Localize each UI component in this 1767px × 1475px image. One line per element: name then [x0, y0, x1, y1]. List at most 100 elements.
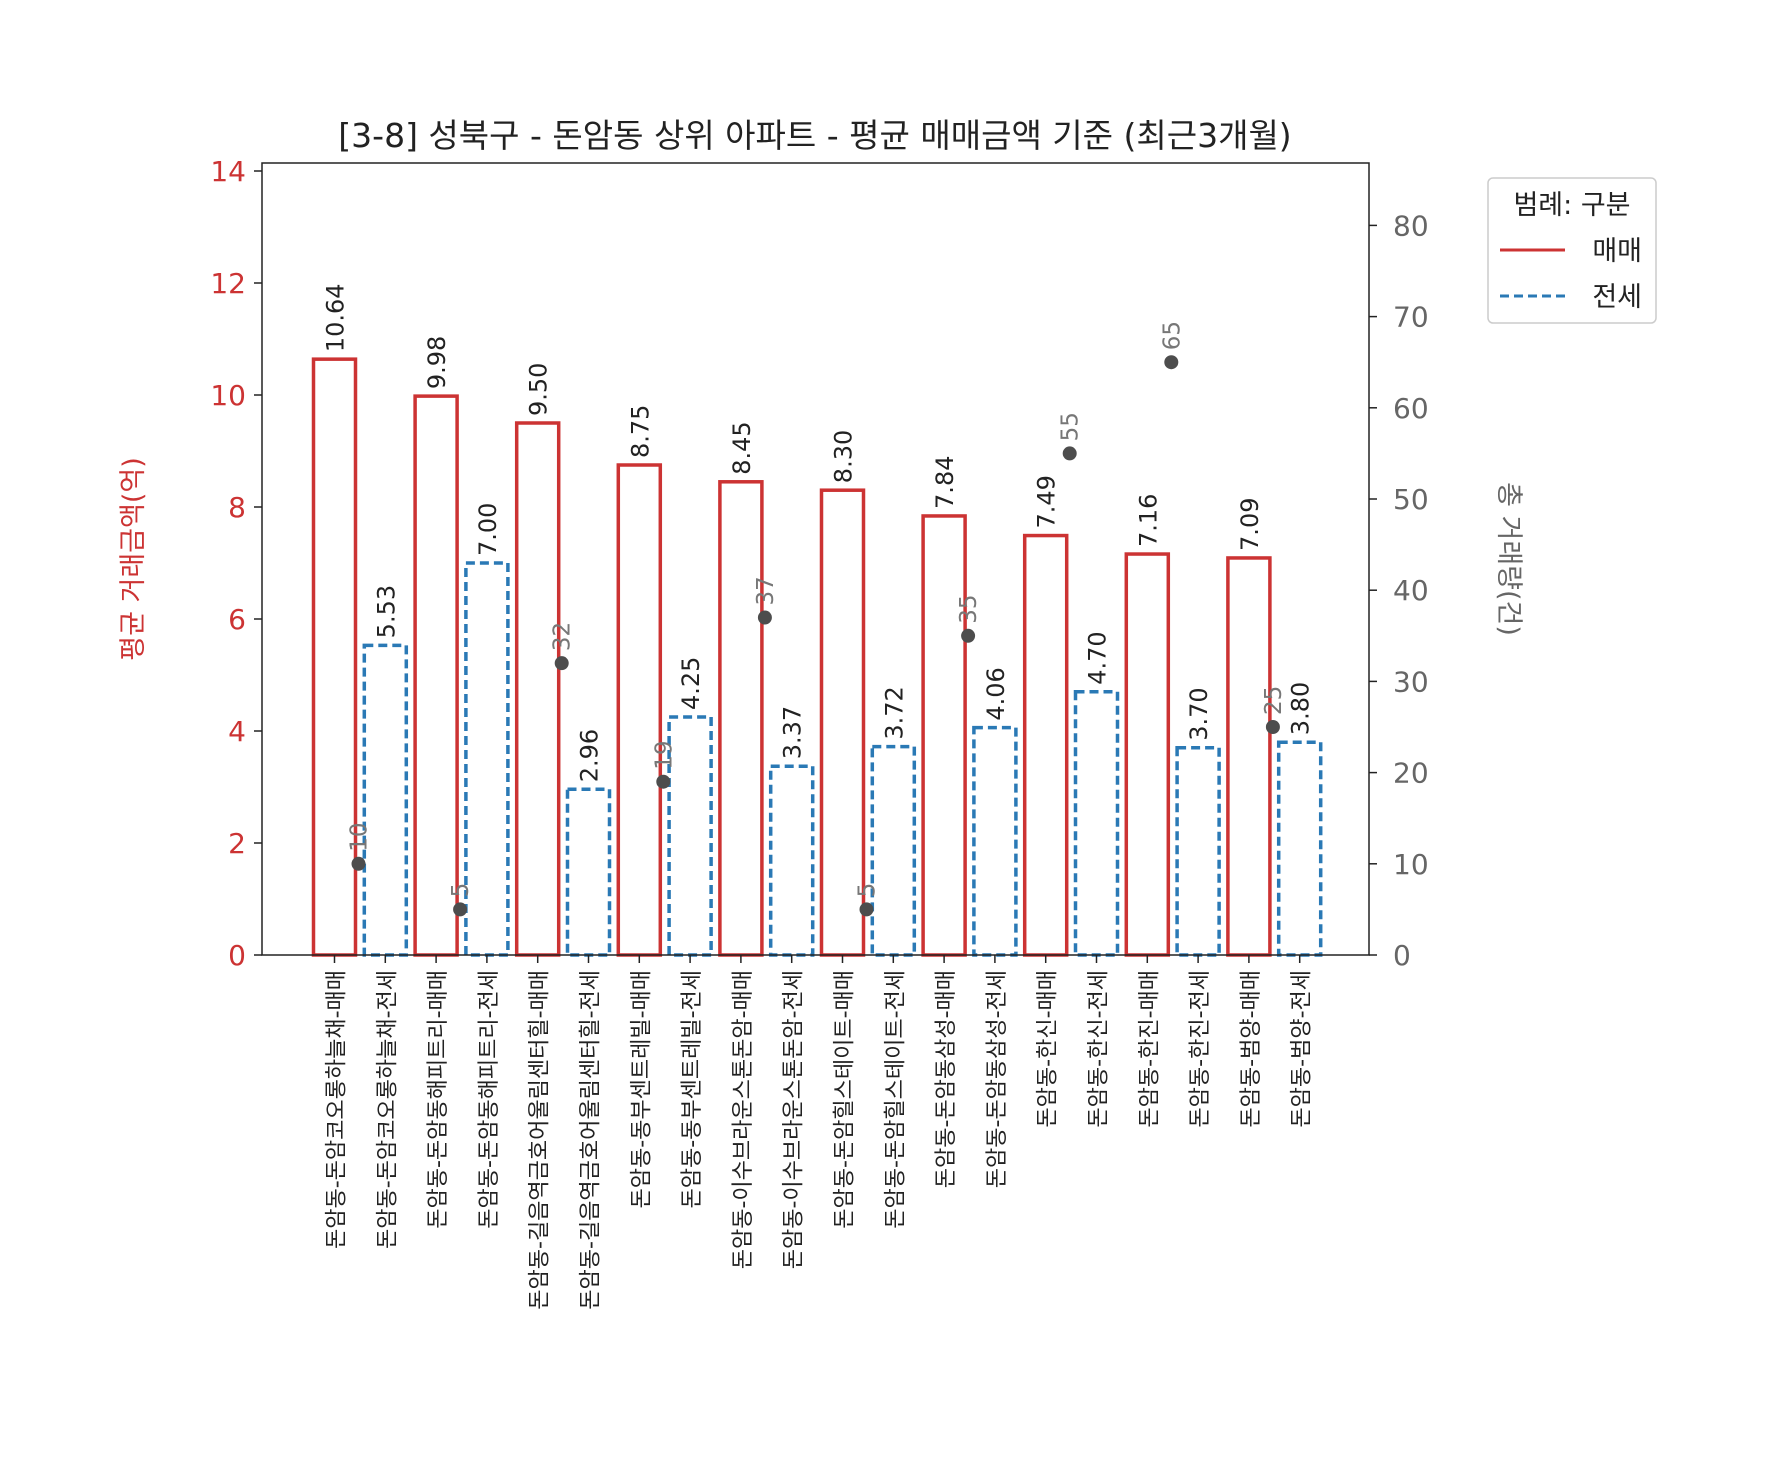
left-tick-label-4: 4	[228, 715, 246, 748]
value-label-7: 4.25	[677, 657, 705, 710]
bar-sale-2	[413, 394, 459, 957]
x-tick-label-8: 돈암동-이수브라운스톤돈암-매매	[731, 970, 756, 1269]
right-axis: 0 10 20 30 40 50 60 70 80	[1369, 209, 1429, 972]
x-tick-label-19: 돈암동-범양-전세	[1290, 970, 1315, 1128]
x-tick-label-2: 돈암동-돈암동해피트리-매매	[426, 970, 451, 1229]
left-tick-label-6: 6	[228, 603, 246, 636]
value-label-0: 10.64	[322, 283, 350, 352]
count-point-14	[1062, 446, 1077, 461]
x-tick-label-5: 돈암동-길음역금호어울림센터힐-전세	[579, 970, 604, 1310]
bar-sale-12	[921, 514, 967, 957]
count-points-layer: 10 5 32 19 37 5 35 55 65 25	[347, 321, 1287, 917]
bar-jeonse-19	[1276, 740, 1323, 957]
value-label-2: 9.98	[423, 336, 451, 389]
x-tick-label-4: 돈암동-길음역금호어울림센터힐-매매	[528, 970, 553, 1310]
bar-sale-6	[616, 463, 663, 957]
value-label-11: 3.72	[880, 686, 908, 739]
value-label-12: 7.84	[931, 456, 959, 509]
legend-box	[1487, 177, 1657, 324]
bar-sale-14	[1022, 533, 1069, 957]
right-tick-label-30: 30	[1393, 665, 1429, 698]
value-label-19: 3.80	[1287, 682, 1315, 735]
x-tick-label-14: 돈암동-한신-매매	[1036, 970, 1061, 1128]
x-tick-label-12: 돈암동-돈암동삼성-매매	[934, 970, 959, 1188]
x-tick-label-10: 돈암동-돈암힐스테이트-매매	[833, 970, 858, 1229]
count-point-6	[656, 774, 671, 789]
left-axis: 0 2 4 6 8 10 12 14	[210, 155, 262, 972]
bar-jeonse-13	[972, 725, 1018, 957]
left-axis-label: 평균 거래금액(억)	[118, 457, 149, 661]
count-label-14: 55	[1058, 412, 1084, 441]
value-label-10: 8.30	[830, 430, 858, 483]
x-tick-label-9: 돈암동-이수브라운스톤돈암-전세	[782, 970, 807, 1269]
right-tick-label-50: 50	[1393, 483, 1429, 516]
count-point-2	[453, 902, 468, 917]
value-label-6: 8.75	[626, 405, 654, 458]
bar-jeonse-5	[565, 787, 612, 957]
x-tick-label-13: 돈암동-돈암동삼성-전세	[985, 970, 1010, 1188]
x-tick-label-3: 돈암동-돈암동해피트리-전세	[477, 970, 502, 1229]
bar-jeonse-15	[1073, 690, 1120, 957]
bar-jeonse-1	[362, 643, 409, 957]
x-tick-label-17: 돈암동-한진-전세	[1188, 970, 1213, 1128]
x-tick-label-16: 돈암동-한진-매매	[1137, 970, 1162, 1128]
count-point-10	[859, 902, 874, 917]
bars-layer	[311, 357, 1323, 957]
plot-frame	[261, 162, 1370, 956]
value-label-8: 8.45	[728, 421, 756, 474]
value-label-16: 7.16	[1134, 494, 1162, 547]
bar-sale-0	[311, 357, 358, 957]
legend: 범례: 구분 매매 전세	[1487, 177, 1657, 324]
bar-jeonse-9	[768, 764, 815, 957]
chart-title: [3-8] 성북구 - 돈암동 상위 아파트 - 평균 매매금액 기준 (최근3…	[338, 116, 1291, 155]
count-label-8: 37	[753, 576, 779, 605]
left-tick-label-12: 12	[210, 267, 246, 300]
count-point-4	[554, 656, 569, 671]
legend-label-jeonse: 전세	[1592, 282, 1642, 313]
count-point-0	[351, 856, 366, 871]
left-tick-label-2: 2	[228, 827, 246, 860]
count-point-18	[1265, 720, 1280, 734]
bar-sale-4	[514, 421, 561, 957]
x-tick-label-6: 돈암동-동부센트레빌-매매	[629, 970, 654, 1209]
count-point-16	[1164, 355, 1179, 370]
count-label-10: 5	[855, 883, 881, 898]
value-label-13: 4.06	[982, 667, 1010, 720]
left-tick-label-0: 0	[228, 939, 246, 972]
x-tick-label-0: 돈암동-돈암코오롱하늘채-매매	[325, 970, 350, 1249]
right-tick-label-20: 20	[1393, 757, 1429, 790]
right-tick-label-80: 80	[1393, 209, 1429, 242]
left-tick-label-10: 10	[210, 379, 246, 412]
bar-jeonse-11	[870, 744, 917, 957]
right-tick-label-60: 60	[1393, 392, 1429, 425]
value-label-18: 7.09	[1236, 498, 1264, 551]
left-tick-label-14: 14	[210, 155, 246, 188]
x-tick-label-15: 돈암동-한신-전세	[1087, 970, 1112, 1128]
value-label-9: 3.37	[779, 706, 807, 759]
count-label-6: 19	[651, 740, 677, 769]
value-labels-layer: 10.64 5.53 9.98 7.00 9.50 2.96 8.75 4.25 8.45 3.3…	[322, 283, 1315, 782]
count-label-18: 25	[1261, 686, 1287, 715]
legend-label-sale: 매매	[1592, 236, 1642, 267]
count-point-12	[961, 628, 976, 643]
left-tick-label-8: 8	[228, 491, 246, 524]
count-point-8	[757, 610, 772, 625]
count-label-4: 32	[550, 622, 576, 651]
value-label-17: 3.70	[1185, 687, 1213, 740]
right-tick-label-40: 40	[1393, 574, 1429, 607]
legend-title: 범례: 구분	[1513, 190, 1630, 221]
count-label-2: 5	[448, 883, 474, 898]
bar-jeonse-17	[1175, 746, 1221, 957]
x-axis: 돈암동-돈암코오롱하늘채-매매 돈암동-돈암코오롱하늘채-전세 돈암동-돈암동해피트…	[325, 955, 1315, 1310]
count-label-16: 65	[1159, 321, 1185, 350]
x-tick-label-18: 돈암동-범양-매매	[1239, 970, 1264, 1128]
right-tick-label-0: 0	[1393, 939, 1411, 972]
value-label-3: 7.00	[474, 503, 502, 556]
right-tick-label-70: 70	[1393, 301, 1429, 334]
x-tick-label-1: 돈암동-돈암코오롱하늘채-전세	[375, 970, 400, 1249]
bar-sale-18	[1226, 556, 1272, 957]
x-tick-label-11: 돈암동-돈암힐스테이트-전세	[883, 970, 908, 1229]
right-axis-label: 총 거래량(건)	[1493, 482, 1524, 636]
